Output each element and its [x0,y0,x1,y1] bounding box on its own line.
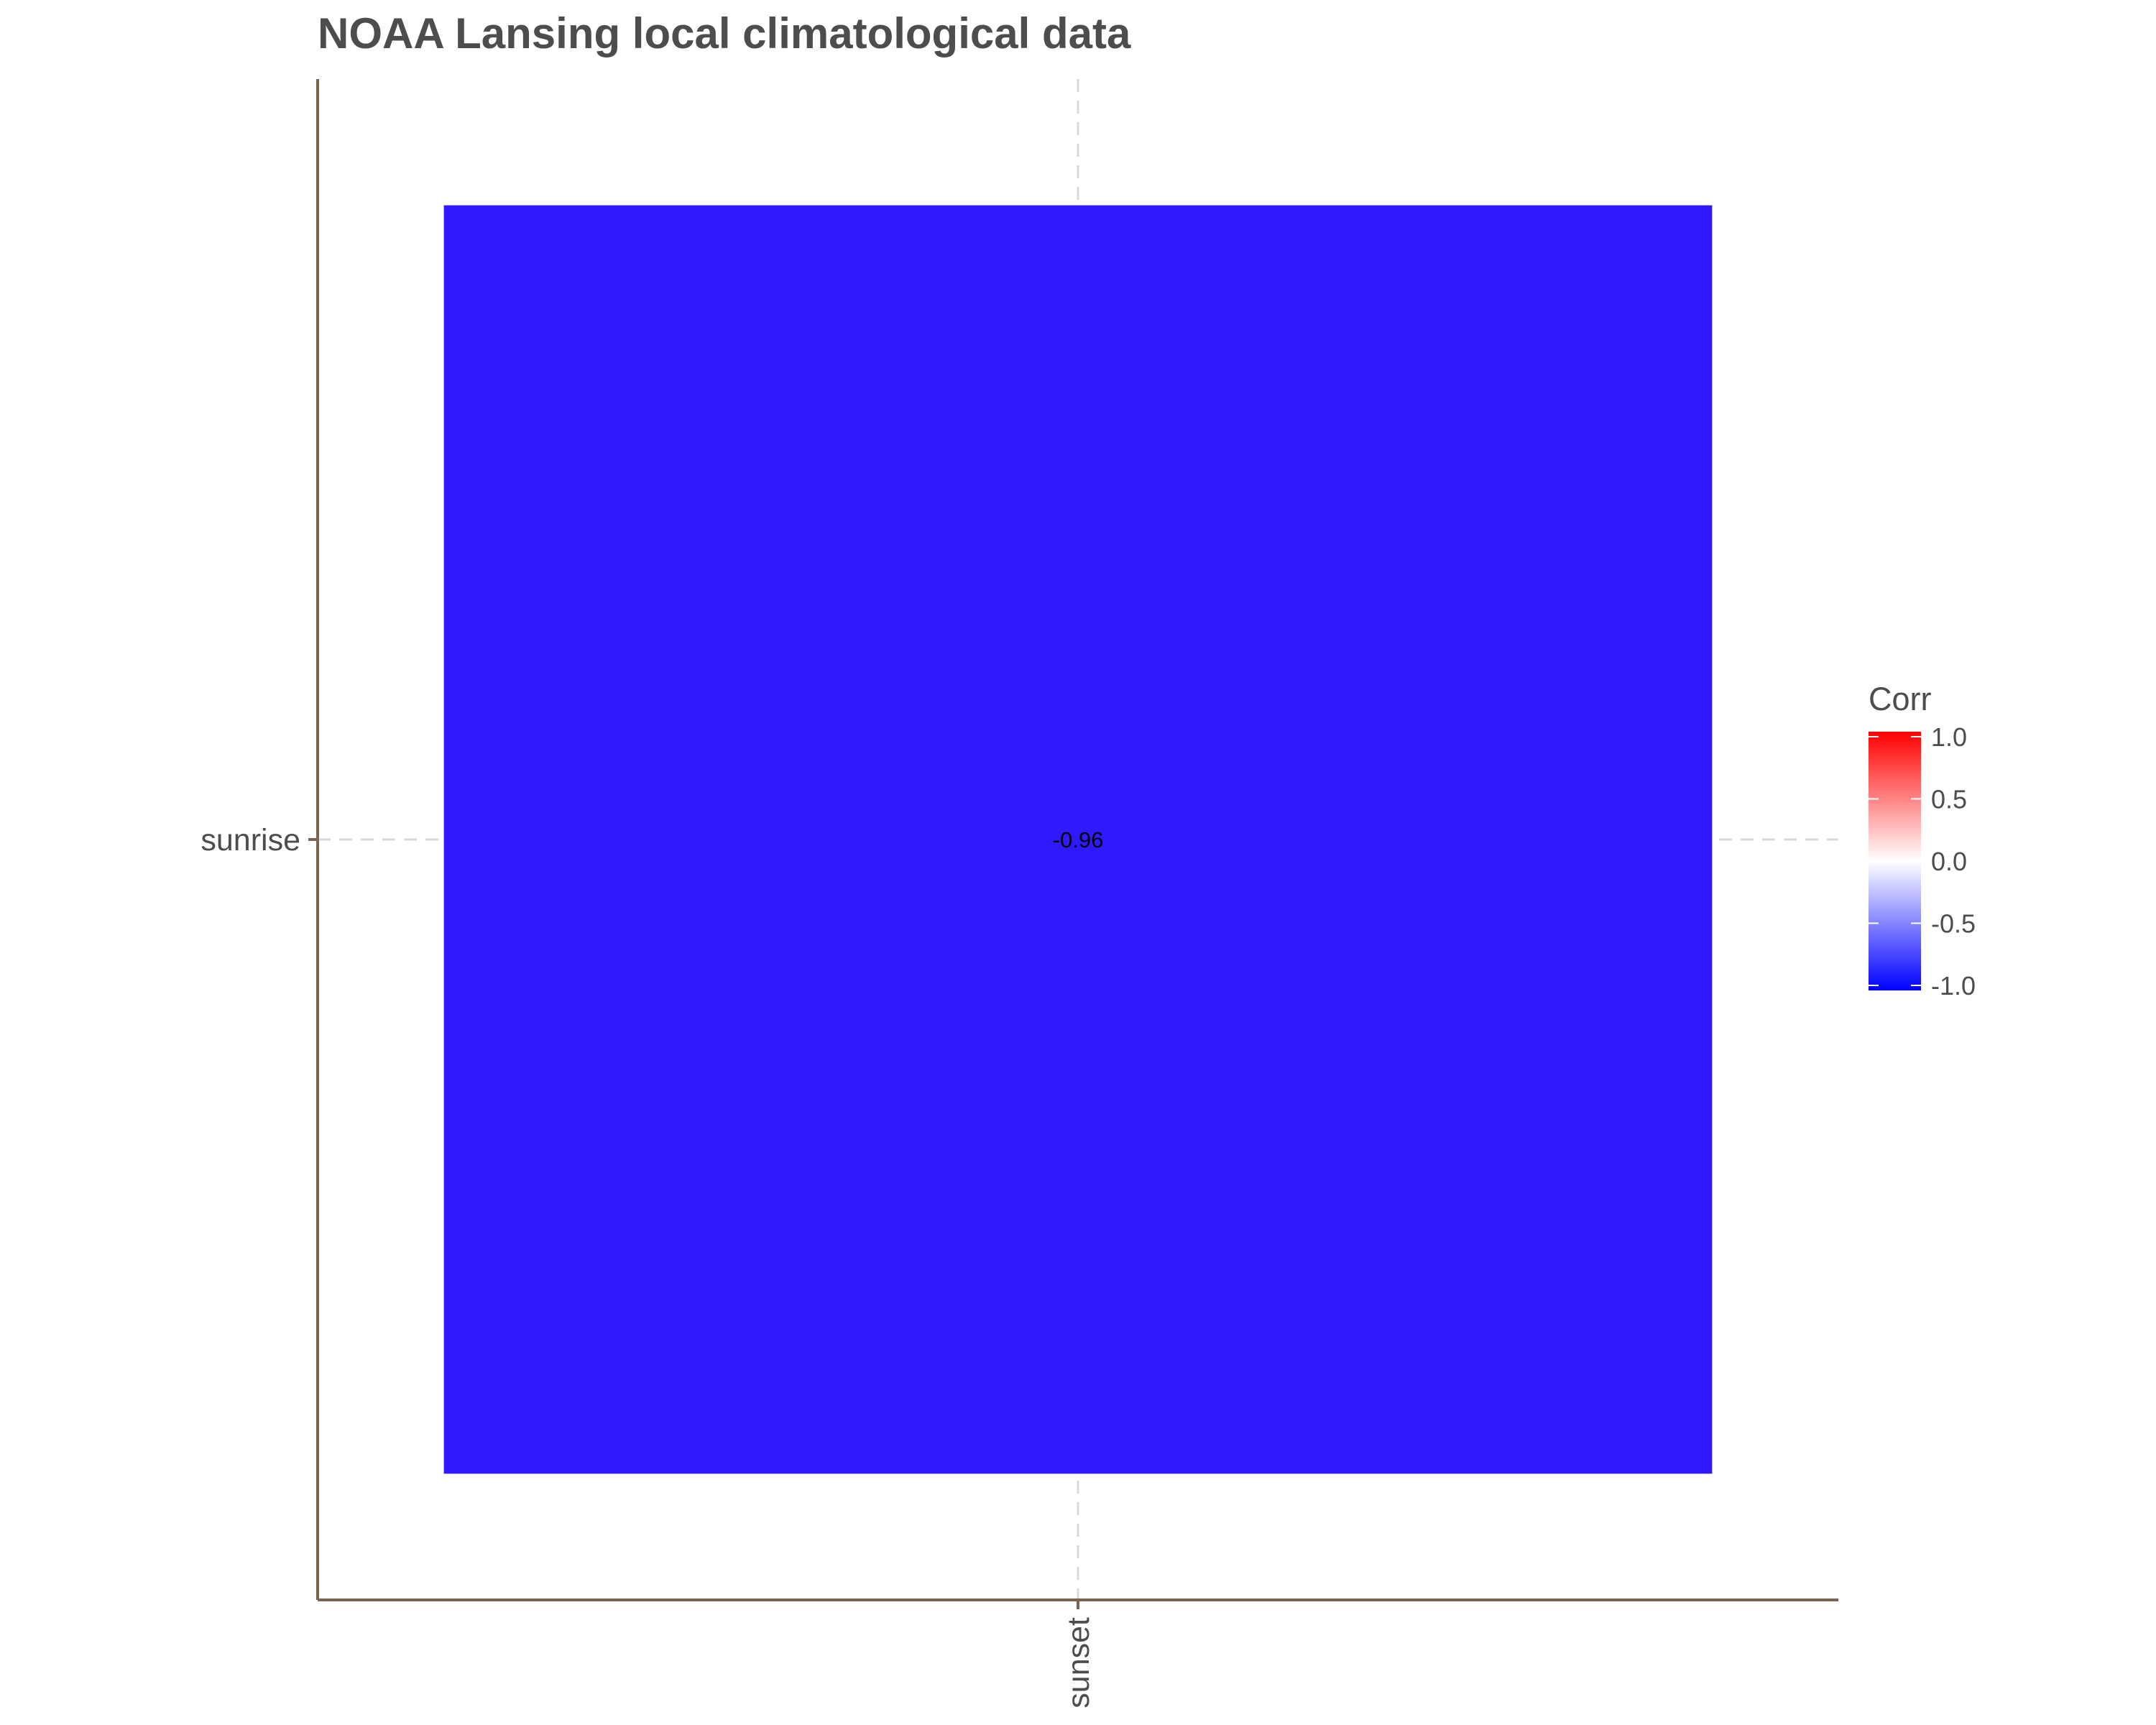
legend-tick-label: -1.0 [1931,971,1976,1000]
legend-tick-label: 0.5 [1931,785,1967,814]
heatmap-cell [443,205,1713,1474]
cell-value-label: -0.96 [1053,827,1104,852]
x-tick-label: sunset [1061,1617,1096,1708]
plot-area: -0.96 sunrise sunset [201,79,1838,1708]
legend-tick-label: 1.0 [1931,722,1967,752]
legend-title: Corr [1869,681,1932,717]
legend-tick-label: 0.0 [1931,847,1967,876]
legend: Corr 1.0 0.5 0.0 -0.5 -1.0 [1869,681,1976,1000]
y-tick-label: sunrise [201,823,300,857]
chart-title: NOAA Lansing local climatological data [318,9,1131,58]
legend-tick-label: -0.5 [1931,909,1976,939]
